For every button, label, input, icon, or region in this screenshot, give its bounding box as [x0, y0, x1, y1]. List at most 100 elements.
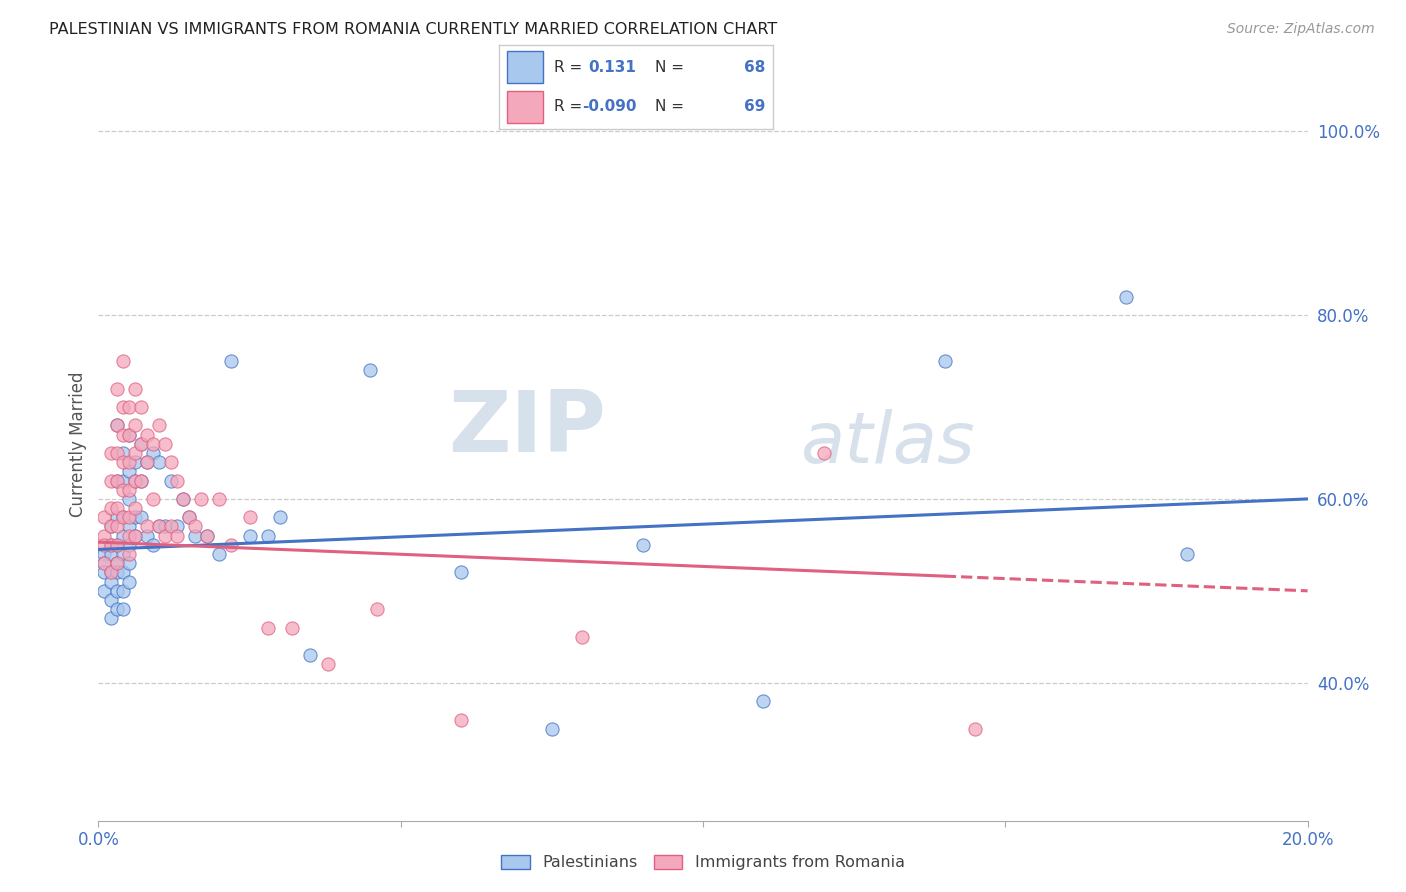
Point [129, 437, 152, 451]
Text: N =: N = [655, 99, 685, 114]
Point [129, 510, 152, 524]
Point [100, 538, 122, 552]
Point [93, 556, 115, 570]
Point [105, 519, 128, 533]
Point [100, 566, 122, 580]
Point [105, 446, 128, 460]
Point [160, 474, 183, 488]
Point [100, 474, 122, 488]
Point [118, 538, 141, 552]
Point [631, 538, 654, 552]
Point [129, 437, 152, 451]
Text: 0.131: 0.131 [588, 60, 637, 75]
Point [1115, 290, 1137, 304]
Point [179, 510, 201, 524]
Point [105, 556, 128, 570]
Point [105, 602, 128, 616]
Point [105, 382, 128, 396]
Point [124, 501, 146, 516]
Point [100, 593, 122, 607]
Point [124, 474, 146, 488]
Point [148, 418, 170, 433]
Point [118, 400, 141, 414]
Point [105, 538, 128, 552]
Text: -0.090: -0.090 [582, 99, 637, 114]
Point [124, 510, 146, 524]
Point [239, 510, 262, 524]
Point [153, 529, 176, 543]
Text: R =: R = [554, 60, 582, 75]
Point [118, 547, 141, 561]
Point [100, 446, 122, 460]
Point [813, 446, 835, 460]
Point [118, 556, 141, 570]
Point [142, 437, 165, 451]
Point [571, 630, 593, 644]
Point [105, 474, 128, 488]
Text: N =: N = [655, 60, 685, 75]
Point [118, 519, 141, 533]
Point [111, 446, 134, 460]
Point [93, 547, 115, 561]
Point [111, 427, 134, 442]
Point [118, 529, 141, 543]
Point [118, 510, 141, 524]
Text: 69: 69 [744, 99, 765, 114]
Point [166, 519, 188, 533]
Point [111, 510, 134, 524]
Point [124, 529, 146, 543]
Point [166, 529, 188, 543]
Point [129, 474, 152, 488]
Point [124, 529, 146, 543]
Point [118, 574, 141, 589]
Point [135, 519, 157, 533]
Text: atlas: atlas [800, 409, 974, 478]
Point [124, 446, 146, 460]
Point [184, 519, 207, 533]
Point [124, 418, 146, 433]
Text: 68: 68 [744, 60, 765, 75]
Point [111, 354, 134, 368]
Point [540, 722, 562, 736]
Point [166, 474, 188, 488]
Point [105, 556, 128, 570]
Point [965, 722, 987, 736]
Point [105, 418, 128, 433]
Point [118, 464, 141, 478]
Text: R =: R = [554, 99, 582, 114]
Point [221, 354, 243, 368]
Point [366, 602, 388, 616]
Point [100, 547, 122, 561]
Point [269, 510, 291, 524]
Point [179, 510, 201, 524]
Point [450, 566, 472, 580]
Point [111, 547, 134, 561]
Point [256, 621, 278, 635]
Point [105, 583, 128, 598]
Point [316, 657, 339, 672]
Point [160, 455, 183, 469]
Point [148, 519, 170, 533]
Point [160, 519, 183, 533]
Point [172, 491, 194, 506]
Point [118, 427, 141, 442]
Point [281, 621, 304, 635]
Point [118, 483, 141, 497]
Point [153, 437, 176, 451]
Point [752, 694, 775, 708]
Point [450, 713, 472, 727]
Point [93, 556, 115, 570]
Point [184, 529, 207, 543]
Point [195, 529, 218, 543]
Point [208, 491, 231, 506]
Point [93, 529, 115, 543]
Point [105, 566, 128, 580]
Point [100, 519, 122, 533]
Text: ZIP: ZIP [449, 387, 606, 470]
FancyBboxPatch shape [508, 91, 543, 122]
Legend: Palestinians, Immigrants from Romania: Palestinians, Immigrants from Romania [495, 848, 911, 877]
Y-axis label: Currently Married: Currently Married [69, 371, 87, 516]
Point [142, 491, 165, 506]
Point [142, 538, 165, 552]
Point [208, 547, 231, 561]
